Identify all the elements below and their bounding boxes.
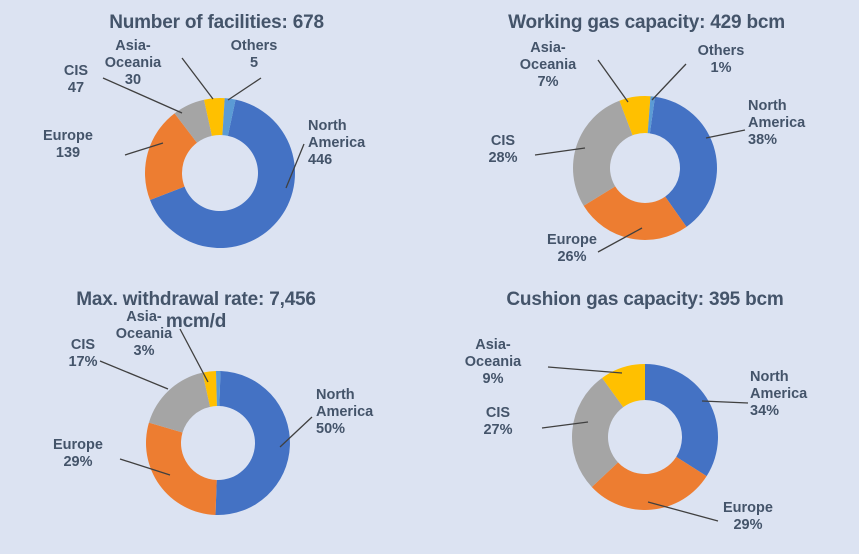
leader-line-europe xyxy=(597,227,643,253)
leader-line-cis xyxy=(541,421,589,429)
donut-slice-europe[interactable] xyxy=(145,113,197,200)
donut-slice-others[interactable] xyxy=(647,96,656,134)
donut-slice-europe[interactable] xyxy=(146,422,217,515)
data-label-others: Others 5 xyxy=(230,38,278,72)
donut-slice-asia-oceania[interactable] xyxy=(602,364,645,408)
leader-line-asia-oceania xyxy=(547,366,623,374)
data-label-others: Others 1% xyxy=(697,43,745,77)
chart-title: Cushion gas capacity: 395 bcm xyxy=(506,289,784,310)
data-label-north-america: North America 50% xyxy=(316,387,374,438)
leader-line-others xyxy=(651,63,687,101)
data-label-cis: CIS 28% xyxy=(488,133,518,167)
data-label-europe: Europe 26% xyxy=(547,232,597,266)
data-label-asia-oceania: Asia- Oceania 9% xyxy=(464,337,522,388)
leader-line-north-america xyxy=(279,416,313,448)
donut-chart-panel-3: Max. withdrawal rate: 7,456 mcm/d North A… xyxy=(0,277,429,554)
data-label-north-america: North America 38% xyxy=(748,98,806,149)
leader-line-asia-oceania xyxy=(181,57,214,100)
data-label-asia-oceania: Asia- Oceania 30 xyxy=(104,38,162,89)
leader-line-cis xyxy=(102,77,183,114)
data-label-asia-oceania: Asia- Oceania 3% xyxy=(115,309,173,360)
leader-line-north-america xyxy=(285,143,305,189)
data-label-cis: CIS 17% xyxy=(68,337,98,371)
donut-slice-asia-oceania[interactable] xyxy=(619,96,651,136)
leader-line-north-america xyxy=(705,129,746,139)
data-label-asia-oceania: Asia- Oceania 7% xyxy=(519,40,577,91)
data-label-europe: Europe 139 xyxy=(43,128,93,162)
donut-chart-panel-4: Cushion gas capacity: 395 bcm North Ameri… xyxy=(430,277,859,554)
leader-line-asia-oceania xyxy=(179,328,209,383)
data-label-europe: Europe 29% xyxy=(723,500,773,534)
donut-slice-asia-oceania[interactable] xyxy=(204,98,225,136)
donut-slice-europe[interactable] xyxy=(591,456,707,510)
leader-line-cis xyxy=(99,360,169,390)
donut-slice-others[interactable] xyxy=(215,371,221,407)
data-label-north-america: North America 34% xyxy=(750,369,808,420)
leader-line-europe xyxy=(647,501,719,522)
donut-slice-north-america[interactable] xyxy=(649,96,717,227)
data-label-europe: Europe 29% xyxy=(53,437,103,471)
donut-slice-cis[interactable] xyxy=(174,99,212,143)
leader-line-cis xyxy=(534,147,586,156)
leader-line-others xyxy=(227,77,262,101)
leader-line-north-america xyxy=(701,400,749,404)
data-label-cis: CIS 47 xyxy=(63,63,89,97)
donut-graphic xyxy=(541,364,749,522)
donut-slice-europe[interactable] xyxy=(583,186,687,240)
donut-slice-north-america[interactable] xyxy=(645,364,718,477)
chart-title: Max. withdrawal rate: 7,456 mcm/d xyxy=(76,289,321,332)
chart-title: Working gas capacity: 429 bcm xyxy=(508,12,785,33)
donut-slice-north-america[interactable] xyxy=(150,99,296,248)
donut-slice-cis[interactable] xyxy=(148,372,211,433)
donut-slice-north-america[interactable] xyxy=(215,371,290,515)
donut-chart-panel-1: Number of facilities: 678 North America 4… xyxy=(0,0,429,277)
donut-slice-cis[interactable] xyxy=(573,100,633,206)
donut-chart-panel-2: Working gas capacity: 429 bcm North Ameri… xyxy=(430,0,859,277)
leader-line-europe xyxy=(124,142,164,156)
data-label-north-america: North America 446 xyxy=(308,118,366,169)
donut-slice-cis[interactable] xyxy=(572,377,624,487)
donut-graphic xyxy=(102,57,305,248)
donut-slice-asia-oceania[interactable] xyxy=(202,371,217,407)
leader-line-europe xyxy=(119,458,171,476)
leader-line-asia-oceania xyxy=(597,59,629,103)
donut-slice-others[interactable] xyxy=(222,98,236,136)
chart-title: Number of facilities: 678 xyxy=(109,12,324,33)
donut-graphic xyxy=(99,328,313,515)
donut-graphic xyxy=(534,59,746,253)
data-label-cis: CIS 27% xyxy=(483,405,513,439)
